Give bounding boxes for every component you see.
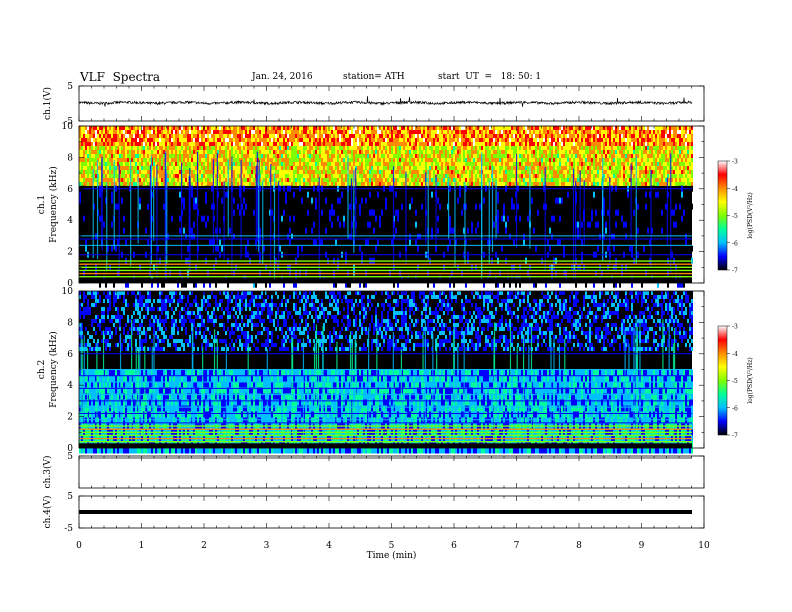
- x-tick-label: 5: [389, 541, 395, 551]
- station-label: station= ATH: [343, 72, 405, 82]
- colorbar-tick-label: -6: [732, 405, 738, 412]
- y-axis-label: Frequency (kHz): [48, 331, 59, 408]
- y-tick-label: 0: [67, 279, 73, 289]
- y-tick-label: 0: [67, 444, 73, 454]
- y-tick-label: 2: [67, 248, 73, 258]
- colorbar-tick-label: -7: [732, 268, 738, 275]
- y-axis-label: Frequency (kHz): [48, 166, 59, 243]
- colorbar-label: log(PSD(V²/Hz): [747, 357, 754, 404]
- y-axis-label: ch.3(V): [42, 456, 53, 489]
- start-time-label: start UT = 18: 50: 1: [438, 72, 542, 82]
- y-tick-label: 8: [67, 318, 73, 328]
- y-tick-label: 5: [67, 492, 73, 502]
- colorbar-tick-label: -5: [732, 378, 738, 385]
- colorbar-tick-label: -6: [732, 240, 738, 247]
- dc-strip: [79, 443, 692, 448]
- chart-title: VLF Spectra: [80, 70, 161, 84]
- x-tick-label: 1: [139, 541, 145, 551]
- y-tick-label: 5: [67, 82, 73, 92]
- y-tick-label: 8: [67, 153, 73, 163]
- x-tick-label: 9: [639, 541, 645, 551]
- y-tick-label: 6: [67, 350, 73, 360]
- y-tick-label: -5: [64, 524, 73, 534]
- y-axis-label: ch.1(V): [42, 87, 53, 120]
- x-tick-label: 7: [514, 541, 520, 551]
- y-tick-label: 4: [67, 216, 73, 226]
- x-tick-label: 6: [451, 541, 457, 551]
- colorbar: [717, 325, 728, 436]
- channel-label: ch.1: [37, 195, 47, 214]
- colorbar-tick-label: -3: [732, 324, 738, 331]
- waveform-trace: [78, 96, 693, 107]
- colorbar: [717, 160, 728, 271]
- x-tick-label: 2: [201, 541, 207, 551]
- colorbar-tick-label: -3: [732, 159, 738, 166]
- colorbar-tick-label: -5: [732, 213, 738, 220]
- x-tick-label: 0: [76, 541, 82, 551]
- date-label: Jan. 24, 2016: [252, 72, 313, 82]
- colorbar-tick-label: -4: [732, 351, 738, 358]
- y-axis-label: ch.4(V): [42, 496, 53, 529]
- x-tick-label: 3: [264, 541, 270, 551]
- x-tick-label: 4: [326, 541, 332, 551]
- y-tick-label: -5: [64, 117, 73, 127]
- y-tick-label: 10: [62, 287, 74, 297]
- x-tick-label: 8: [576, 541, 582, 551]
- colorbar-label: log(PSD(V²/Hz): [747, 192, 754, 239]
- x-axis-label: Time (min): [367, 550, 417, 561]
- y-tick-label: 2: [67, 413, 73, 423]
- dc-strip: [79, 278, 692, 283]
- x-tick-label: 10: [698, 541, 710, 551]
- spectrogram-ch1-spectrogram: [79, 126, 693, 288]
- colorbar-tick-label: -7: [732, 433, 738, 440]
- y-tick-label: 5: [67, 452, 73, 462]
- channel-label: ch.2: [37, 360, 47, 379]
- y-tick-label: 6: [67, 185, 73, 195]
- y-tick-label: 10: [62, 122, 74, 132]
- spectrogram-ch2-spectrogram: [79, 291, 693, 454]
- colorbar-tick-label: -4: [732, 186, 738, 193]
- y-tick-label: 4: [67, 381, 73, 391]
